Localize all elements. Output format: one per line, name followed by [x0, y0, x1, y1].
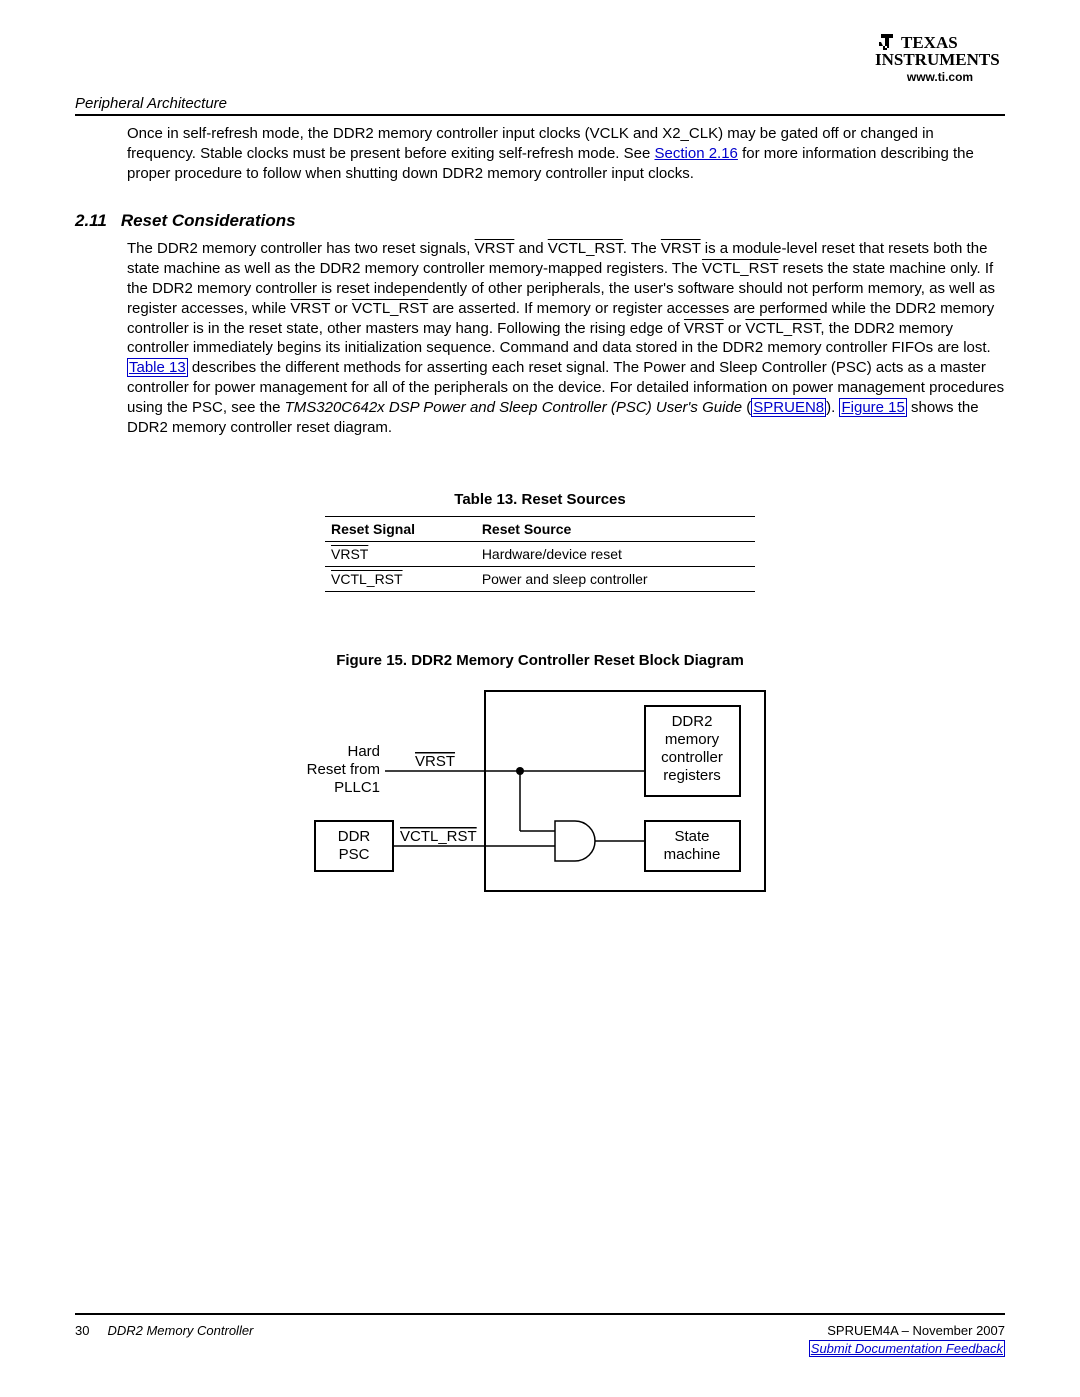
page-footer: 30 DDR2 Memory Controller SPRUEM4A – Nov… [75, 1313, 1005, 1357]
body-t: . The [623, 240, 661, 257]
figure-link[interactable]: Figure 15 [839, 398, 906, 417]
signal-vctlrst: VCTL_RST [745, 320, 820, 337]
diag-ddr2: DDR2 [672, 713, 713, 730]
svg-text:Hard: Hard [347, 743, 380, 760]
table-row: VCTL_RST Power and sleep controller [325, 567, 755, 592]
body-paragraph: The DDR2 memory controller has two reset… [127, 239, 1005, 437]
ti-logo-icon: TEXAS INSTRUMENTS [875, 30, 1005, 68]
signal-vrst: VRST [684, 320, 724, 337]
body-t: or [330, 300, 352, 317]
svg-text:VRST: VRST [415, 753, 455, 770]
th-signal: Reset Signal [325, 517, 476, 542]
reset-block-diagram: DDR2 memory controller registers State m… [75, 681, 1005, 901]
td-signal: VRST [325, 542, 476, 567]
intro-paragraph: Once in self-refresh mode, the DDR2 memo… [127, 124, 1005, 183]
page-number: 30 [75, 1323, 89, 1357]
section-heading: 2.11 Reset Considerations [75, 211, 1005, 231]
td-source: Power and sleep controller [476, 567, 755, 592]
svg-text:controller: controller [661, 749, 723, 766]
svg-text:PSC: PSC [339, 846, 370, 863]
svg-text:State: State [674, 828, 709, 845]
signal-vrst: VRST [290, 300, 330, 317]
table-title: Table 13. Reset Sources [75, 491, 1005, 508]
header-rule [75, 114, 1005, 116]
th-source: Reset Source [476, 517, 755, 542]
ti-logo-block: TEXAS INSTRUMENTS www.ti.com [875, 30, 1005, 84]
figure-title: Figure 15. DDR2 Memory Controller Reset … [75, 652, 1005, 669]
svg-text:VCTL_RST: VCTL_RST [400, 828, 477, 845]
signal-vrst: VRST [661, 240, 701, 257]
spruen-link[interactable]: SPRUEN8 [751, 398, 826, 417]
body-t: The DDR2 memory controller has two reset… [127, 240, 475, 257]
logo-url[interactable]: www.ti.com [875, 70, 1005, 84]
td-signal: VCTL_RST [325, 567, 476, 592]
reset-sources-table: Reset Signal Reset Source VRST Hardware/… [325, 516, 755, 592]
svg-text:registers: registers [663, 767, 721, 784]
section-number: 2.11 [75, 211, 107, 230]
table-link[interactable]: Table 13 [127, 358, 188, 377]
signal-vrst: VRST [331, 546, 368, 562]
signal-vctlrst: VCTL_RST [331, 571, 403, 587]
logo-instruments: INSTRUMENTS [875, 50, 1000, 68]
svg-text:machine: machine [664, 846, 721, 863]
section-link[interactable]: Section 2.16 [655, 145, 738, 162]
signal-vctlrst: VCTL_RST [702, 260, 778, 277]
body-t: ( [742, 399, 751, 416]
body-t: ). [826, 399, 839, 416]
signal-vrst: VRST [475, 240, 515, 257]
body-italic: TMS320C642x DSP Power and Sleep Controll… [285, 399, 743, 416]
table-row: VRST Hardware/device reset [325, 542, 755, 567]
svg-text:Reset from: Reset from [307, 761, 380, 778]
section-title: Reset Considerations [121, 211, 296, 230]
table-header-row: Reset Signal Reset Source [325, 517, 755, 542]
footer-rule [75, 1313, 1005, 1315]
body-t: or [724, 320, 746, 337]
svg-text:PLLC1: PLLC1 [334, 779, 380, 796]
footer-doc-title: DDR2 Memory Controller [107, 1323, 253, 1357]
signal-vctlrst: VCTL_RST [352, 300, 428, 317]
footer-doc-id: SPRUEM4A – November 2007 [809, 1323, 1005, 1338]
feedback-link[interactable]: Submit Documentation Feedback [809, 1340, 1005, 1357]
header-section-label: Peripheral Architecture [75, 95, 1005, 112]
td-source: Hardware/device reset [476, 542, 755, 567]
svg-text:memory: memory [665, 731, 720, 748]
body-t: and [514, 240, 547, 257]
signal-vctlrst: VCTL_RST [548, 240, 623, 257]
svg-text:DDR: DDR [338, 828, 371, 845]
